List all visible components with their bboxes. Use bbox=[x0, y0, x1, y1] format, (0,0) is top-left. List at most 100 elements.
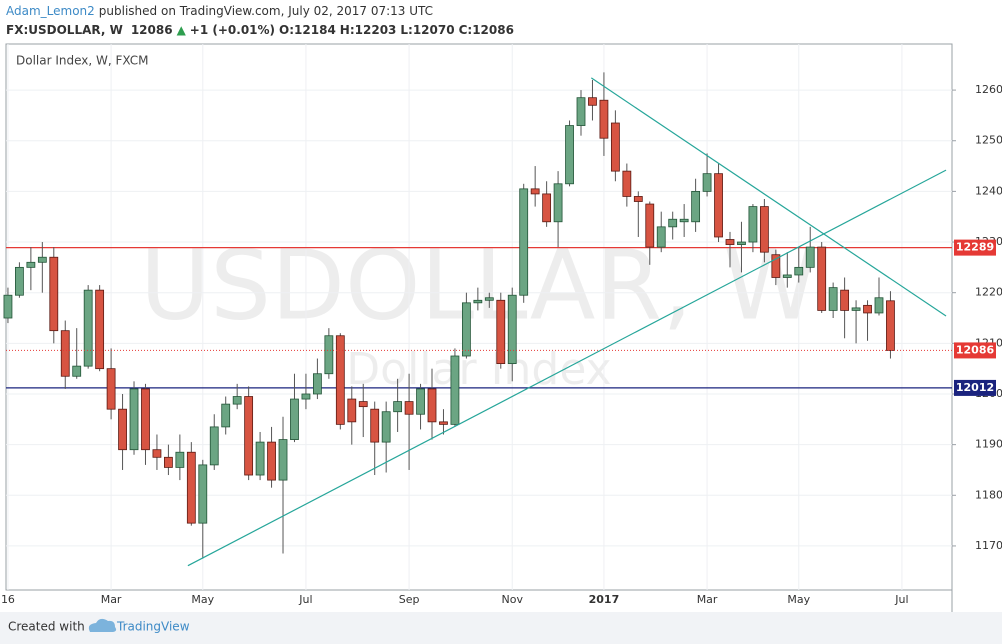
candle-body bbox=[863, 304, 872, 314]
y-tick-label: 12600 bbox=[975, 83, 1002, 96]
candle-body bbox=[702, 173, 712, 192]
candle-body bbox=[622, 170, 632, 197]
x-tick-label: Mar bbox=[101, 593, 122, 606]
candle-body bbox=[3, 294, 13, 319]
candle-body bbox=[530, 188, 540, 195]
candle-body bbox=[886, 300, 895, 351]
trend-line bbox=[590, 77, 947, 317]
symbol-line: FX:USDOLLAR, W 12086 ▲ +1 (+0.01%) O:12184 H:… bbox=[6, 23, 514, 37]
candle-body bbox=[393, 401, 403, 413]
candle-body bbox=[60, 330, 70, 377]
y-tick-label: 12200 bbox=[975, 286, 1002, 299]
candle-body bbox=[278, 439, 288, 481]
price-badge bbox=[954, 379, 996, 396]
candle-body bbox=[186, 451, 196, 524]
price-badge-label: 12289 bbox=[956, 241, 994, 254]
x-tick-label: Jul bbox=[894, 593, 908, 606]
candle-body bbox=[15, 266, 24, 296]
price-badge bbox=[954, 239, 996, 256]
candle-body bbox=[152, 449, 162, 458]
candle-body bbox=[737, 241, 746, 245]
candle-body bbox=[427, 388, 437, 423]
x-tick-label: May bbox=[787, 593, 810, 606]
candle-body bbox=[106, 368, 116, 410]
candle-body bbox=[347, 398, 357, 423]
candle-body bbox=[164, 456, 173, 468]
candle-body bbox=[118, 408, 127, 451]
footer-brand[interactable]: TradingView bbox=[116, 620, 190, 634]
candle-body bbox=[691, 190, 701, 223]
chart-title: Dollar Index, W, FXCM bbox=[16, 54, 149, 68]
candle-body bbox=[129, 388, 139, 451]
header-line: Adam_Lemon2 published on TradingView.com,… bbox=[6, 4, 433, 18]
symbol: FX:USDOLLAR, W bbox=[6, 23, 123, 37]
candle-body bbox=[141, 388, 150, 451]
price-badge-label: 12086 bbox=[956, 343, 995, 356]
candle-body bbox=[565, 125, 574, 185]
candle-body bbox=[828, 287, 838, 311]
y-tick-label: 11700 bbox=[975, 539, 1002, 552]
candle-body bbox=[599, 99, 609, 139]
candle-body bbox=[633, 196, 643, 202]
y-tick-label: 11800 bbox=[975, 488, 1002, 501]
candle-body bbox=[679, 218, 689, 223]
x-tick-label: Jul bbox=[298, 593, 312, 606]
ohlc-high: H:12203 bbox=[340, 23, 397, 37]
candle-body bbox=[221, 403, 231, 428]
candle-body bbox=[874, 297, 884, 314]
candle-body bbox=[782, 274, 792, 278]
watermark-sub: Dollar Index bbox=[346, 344, 611, 395]
ohlc-close: C:12086 bbox=[459, 23, 514, 37]
ohlc-open: O:12184 bbox=[279, 23, 336, 37]
candle-body bbox=[668, 218, 678, 228]
y-tick-label: 12400 bbox=[975, 184, 1002, 197]
x-tick-label: Mar bbox=[697, 593, 718, 606]
x-tick-label: 2017 bbox=[589, 593, 620, 606]
price-badge bbox=[954, 342, 996, 359]
trend-line bbox=[187, 169, 947, 567]
candle-body bbox=[244, 396, 254, 476]
author[interactable]: Adam_Lemon2 bbox=[6, 4, 95, 18]
candle-body bbox=[461, 302, 471, 357]
change: +1 (+0.01%) bbox=[190, 23, 275, 37]
candle-body bbox=[507, 294, 517, 364]
arrow: ▲ bbox=[177, 23, 187, 37]
candle-body bbox=[95, 289, 105, 370]
candle-body bbox=[450, 355, 460, 425]
candle-body bbox=[484, 297, 494, 301]
candle-body bbox=[312, 373, 322, 395]
y-tick-label: 11900 bbox=[975, 438, 1002, 451]
candle-body bbox=[324, 335, 334, 375]
candle-body bbox=[714, 173, 723, 238]
candle-body bbox=[381, 411, 391, 443]
candle-body bbox=[610, 122, 620, 172]
candle-body bbox=[439, 421, 448, 425]
candle-body bbox=[209, 426, 219, 466]
candle-body bbox=[840, 289, 850, 311]
candle-body bbox=[771, 254, 781, 278]
candle-body bbox=[175, 451, 185, 468]
x-tick-label: 16 bbox=[1, 593, 15, 606]
candle-body bbox=[576, 97, 586, 126]
x-tick-label: Sep bbox=[399, 593, 420, 606]
candle-body bbox=[255, 441, 265, 476]
last: 12086 bbox=[131, 23, 173, 37]
x-tick-label: Nov bbox=[502, 593, 524, 606]
candle-body bbox=[335, 335, 345, 425]
candle-body bbox=[358, 401, 368, 408]
candle-body bbox=[370, 408, 380, 443]
footer-created: Created with bbox=[8, 620, 85, 634]
candle-body bbox=[267, 441, 276, 481]
candle-body bbox=[416, 388, 425, 415]
candle-body bbox=[759, 206, 769, 253]
candle-body bbox=[588, 97, 597, 106]
candle-body bbox=[553, 183, 563, 223]
candle-body bbox=[656, 226, 666, 248]
candle-body bbox=[805, 246, 815, 268]
logo bbox=[88, 618, 117, 632]
candle-body bbox=[851, 307, 861, 311]
candle-body bbox=[37, 256, 47, 263]
candle-body bbox=[26, 261, 36, 268]
footer-band bbox=[0, 612, 1002, 644]
